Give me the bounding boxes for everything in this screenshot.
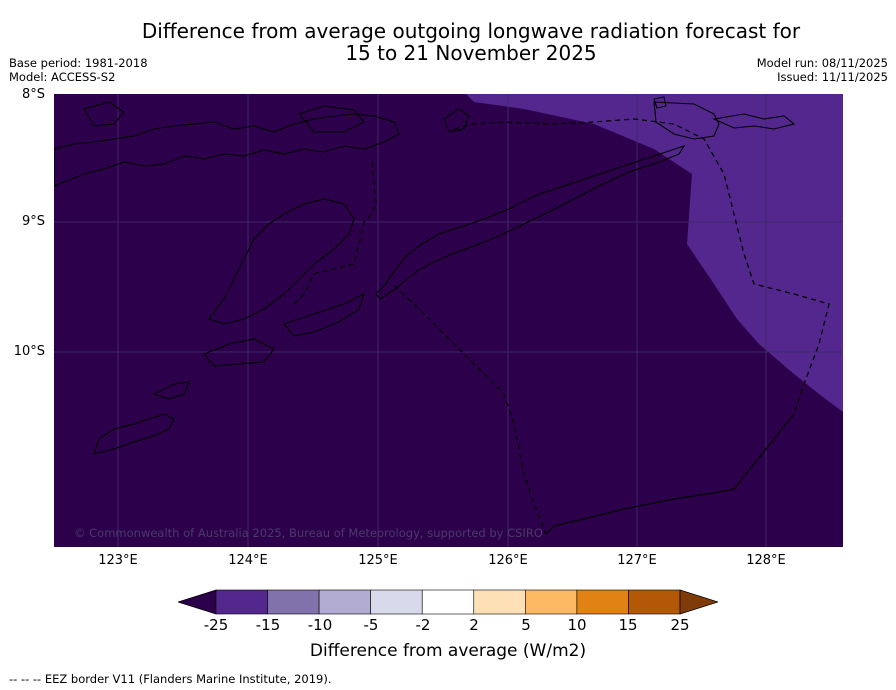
eez-legend: -- -- -- EEZ border V11 (Flanders Marine…	[9, 672, 332, 686]
colorbar-tick: 2	[469, 616, 479, 634]
colorbar-tick: -5	[363, 616, 379, 634]
base-period: Base period: 1981-2018	[9, 56, 148, 70]
colorbar-tick: 25	[670, 616, 690, 634]
colorbar-tick: -15	[255, 616, 281, 634]
olr-anomaly-light-region	[466, 94, 843, 412]
lat-label-10s: 10°S	[13, 344, 45, 359]
issued-date: Issued: 11/11/2025	[777, 70, 888, 84]
lon-label-123e: 123°E	[98, 553, 138, 568]
lon-label-126e: 126°E	[488, 553, 528, 568]
colorbar-segment	[576, 589, 629, 615]
colorbar-tick: 15	[618, 616, 638, 634]
lat-label-8s: 8°S	[21, 87, 45, 102]
colorbar-tick: 10	[567, 616, 587, 634]
colorbar	[178, 589, 718, 615]
eez-border	[293, 118, 830, 535]
lon-label-127e: 127°E	[617, 553, 657, 568]
colorbar-segment	[370, 589, 423, 615]
colorbar-tick: -2	[415, 616, 431, 634]
lon-label-125e: 125°E	[358, 553, 398, 568]
colorbar-tick: 5	[521, 616, 531, 634]
meta-left: Base period: 1981-2018 Model: ACCESS-S2	[9, 56, 148, 84]
model-run: Model run: 08/11/2025	[756, 56, 888, 70]
colorbar-segment	[215, 589, 268, 615]
title-line-2: 15 to 21 November 2025	[345, 41, 597, 65]
colorbar-segment	[318, 589, 371, 615]
lat-label-9s: 9°S	[21, 214, 45, 229]
coastlines	[54, 96, 796, 455]
colorbar-segment	[473, 589, 526, 615]
lon-label-124e: 124°E	[228, 553, 268, 568]
colorbar-under-arrow	[178, 589, 217, 615]
chart-title: Difference from average outgoing longwav…	[100, 20, 842, 64]
eez-solid-segment	[545, 413, 795, 535]
colorbar-segment	[628, 589, 681, 615]
copyright-notice: © Commonwealth of Australia 2025, Bureau…	[74, 526, 543, 540]
colorbar-segment	[267, 589, 320, 615]
lon-label-128e: 128°E	[746, 553, 786, 568]
colorbar-label: Difference from average (W/m2)	[309, 641, 587, 661]
model-name: Model: ACCESS-S2	[9, 70, 116, 84]
map-gridlines	[54, 94, 843, 547]
colorbar-tick: -10	[307, 616, 333, 634]
colorbar-segments	[215, 589, 681, 615]
meta-right: Model run: 08/11/2025 Issued: 11/11/2025	[757, 56, 888, 84]
title-line-1: Difference from average outgoing longwav…	[141, 19, 801, 43]
map-svg	[54, 94, 843, 547]
colorbar-segment	[525, 589, 578, 615]
colorbar-tick: -25	[203, 616, 229, 634]
map-panel: © Commonwealth of Australia 2025, Bureau…	[54, 94, 843, 547]
colorbar-segment	[421, 589, 475, 615]
colorbar-over-arrow	[679, 589, 718, 615]
